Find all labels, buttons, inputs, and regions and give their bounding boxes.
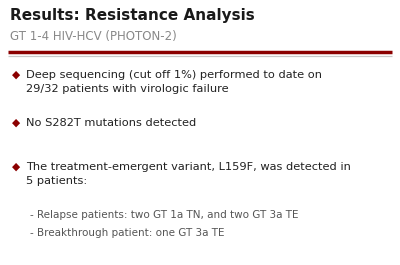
Text: Deep sequencing (cut off 1%) performed to date on
29/32 patients with virologic : Deep sequencing (cut off 1%) performed t… [26, 70, 322, 94]
Text: - Relapse patients: two GT 1a TN, and two GT 3a TE: - Relapse patients: two GT 1a TN, and tw… [30, 210, 298, 220]
Text: - Breakthrough patient: one GT 3a TE: - Breakthrough patient: one GT 3a TE [30, 228, 224, 238]
Text: ◆: ◆ [12, 118, 20, 128]
Text: No S282T mutations detected: No S282T mutations detected [26, 118, 196, 128]
Text: ◆: ◆ [12, 70, 20, 80]
Text: Results: Resistance Analysis: Results: Resistance Analysis [10, 8, 255, 23]
Text: The treatment-emergent variant, L159F, was detected in
5 patients:: The treatment-emergent variant, L159F, w… [26, 162, 351, 185]
Text: ◆: ◆ [12, 162, 20, 172]
Text: GT 1-4 HIV-HCV (PHOTON-2): GT 1-4 HIV-HCV (PHOTON-2) [10, 30, 177, 43]
